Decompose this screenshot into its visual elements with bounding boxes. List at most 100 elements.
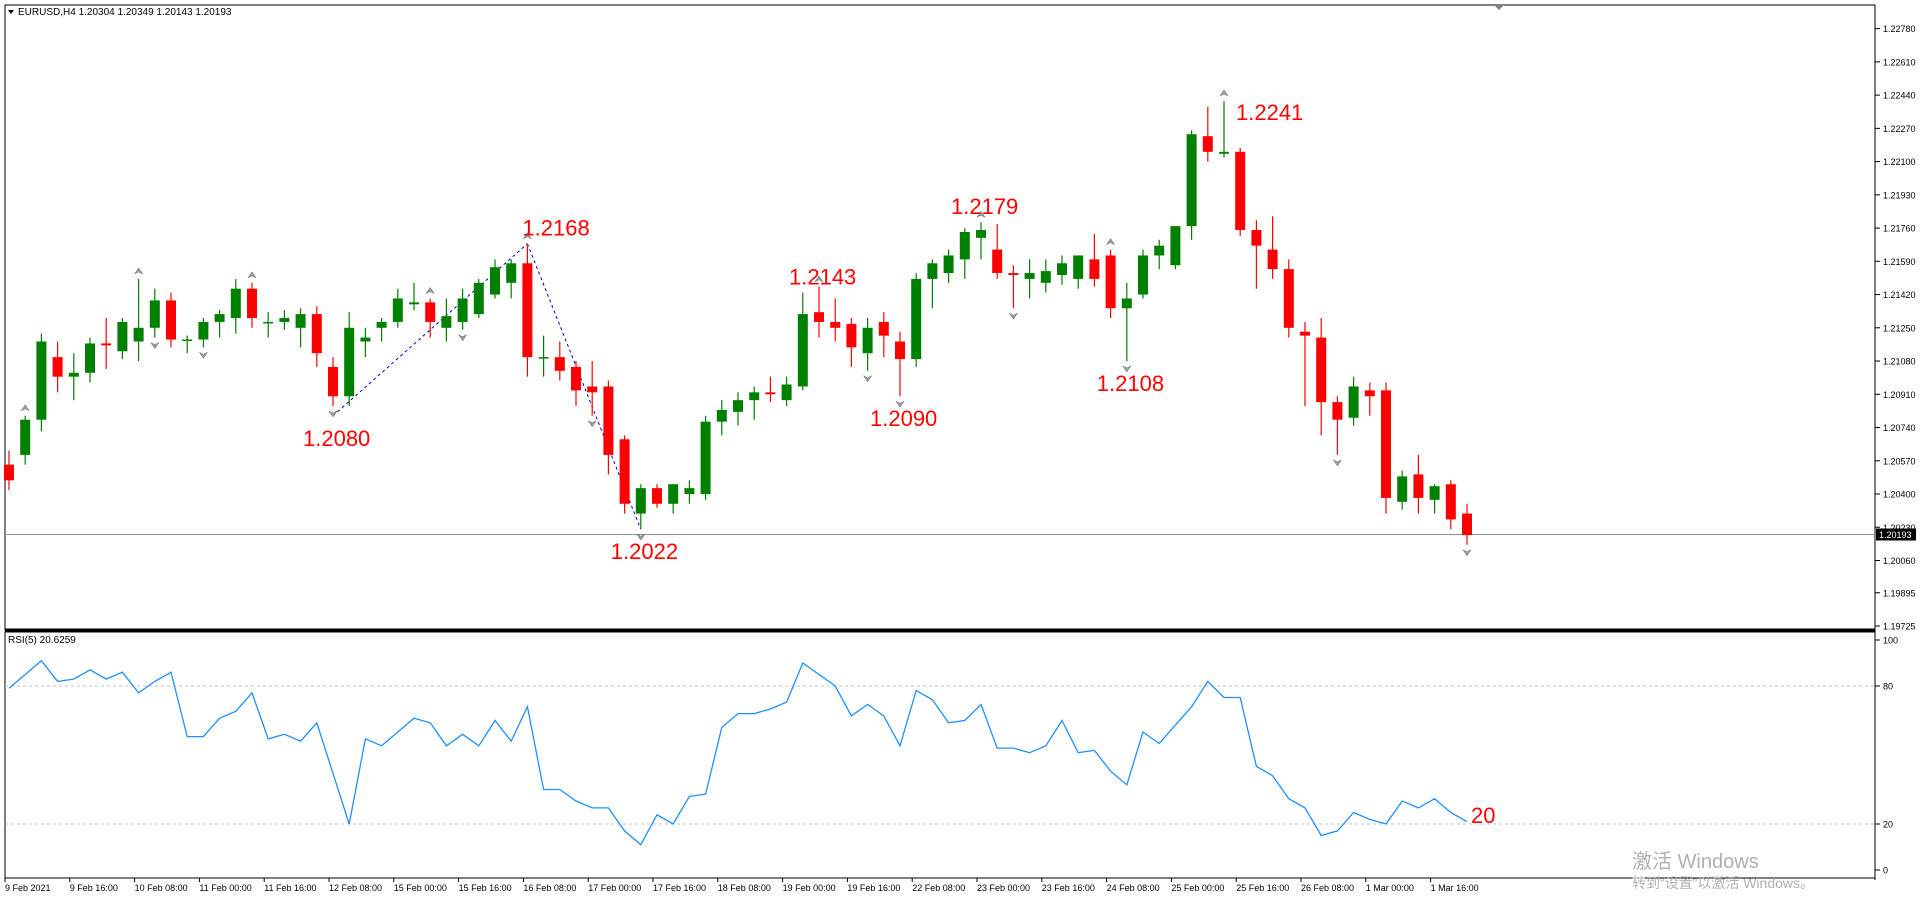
candle [20,415,31,465]
candle-body [20,419,31,455]
candle [441,298,452,342]
candle [1316,318,1327,436]
price-tick-label: 1.19725 [1883,622,1916,632]
time-tick-label: 9 Feb 16:00 [70,883,118,893]
time-tick-label: 18 Feb 08:00 [718,883,771,893]
candle-body [1024,273,1035,279]
price-tick-label: 1.21930 [1883,190,1916,200]
candle [522,243,533,377]
candle-body [344,327,355,397]
candle-body [1138,255,1148,295]
candle-body [635,488,646,514]
price-tick-label: 1.22780 [1883,24,1916,34]
candle-body [328,366,338,397]
time-tick-label: 11 Feb 00:00 [199,883,251,893]
candle-body [959,231,970,260]
current-price-box [1876,528,1916,541]
candle-body [1348,386,1359,418]
candle [1202,106,1213,162]
candle-body [943,255,954,274]
candle [506,259,517,299]
fractal-down-arrow-icon [895,400,905,408]
candle [1186,130,1197,240]
price-tick-label: 1.20060 [1883,556,1916,566]
candle [603,380,614,475]
candle [1170,226,1181,270]
time-tick-label: 17 Feb 00:00 [588,883,641,893]
candle [1429,484,1440,514]
chart-shift-marker-icon[interactable] [1494,5,1504,10]
fractal-up-arrow-icon [133,267,144,275]
candle [927,259,938,309]
candle [392,288,403,328]
candle-body [1040,271,1051,283]
candle-body [1445,484,1456,520]
candle [133,278,144,362]
fractal-down-arrow-icon [457,334,468,342]
candle-body [1364,390,1375,397]
candle [101,318,112,369]
price-annotation: 1.2108 [1097,371,1164,396]
candle-body [765,392,776,395]
candle [959,228,970,279]
time-tick-label: 11 Feb 16:00 [264,883,316,893]
candle [1462,503,1472,545]
candle [911,273,922,367]
candle [765,376,776,403]
candle-body [149,300,160,328]
fractal-up-arrow-icon [247,271,257,279]
dropdown-arrow-icon[interactable] [8,10,14,14]
candle-body [700,421,711,495]
candle-body [1219,151,1229,154]
candle [425,298,436,338]
candle [409,282,419,311]
candle [295,308,306,348]
candle [554,341,565,381]
candle [52,341,63,393]
candle-body [992,249,1003,274]
time-tick-label: 23 Feb 00:00 [977,883,1030,893]
candle-body [101,343,112,346]
candle-body [1429,486,1440,500]
candle-body [1008,273,1019,276]
candle [1235,147,1246,236]
fractal-down-arrow-icon [1332,459,1343,467]
candle-body [1186,134,1197,227]
fractal-up-arrow-icon [814,275,824,283]
candle [1300,321,1310,407]
fractal-down-arrow-icon [636,533,646,541]
candle [781,376,792,407]
candle-body [85,343,95,373]
price-tick-label: 1.19895 [1883,588,1916,598]
activation-watermark-subtitle: 转到“设置”以激活 Windows。 [1632,875,1814,891]
candle-body [1283,269,1294,328]
fractal-up-arrow-icon [1219,89,1229,97]
candle-body [668,484,679,504]
candle-body [846,323,857,348]
candle-body [1154,245,1165,256]
candle-body [1073,255,1084,279]
candle [4,450,14,491]
candle-body [927,263,938,279]
price-tick-label: 1.20230 [1883,523,1916,533]
candle-body [4,464,14,481]
candle [878,312,889,358]
price-tick-label: 1.22270 [1883,124,1916,134]
current-price-label: 1.20193 [1879,530,1912,540]
price-annotation: 1.2168 [522,216,589,241]
price-tick-label: 1.21080 [1883,357,1916,367]
candle-body [457,298,468,322]
fractal-up-arrow-icon [522,232,533,240]
symbol-header: EURUSD,H4 1.20304 1.20349 1.20143 1.2019… [18,7,232,18]
candle [1364,382,1375,416]
candle-body [781,384,792,401]
candle [716,400,727,436]
candle-body [797,314,808,387]
candle [1040,259,1051,293]
candle [1057,255,1067,285]
candle-body [976,230,986,238]
candle [1219,100,1229,158]
candle-body [830,321,841,328]
